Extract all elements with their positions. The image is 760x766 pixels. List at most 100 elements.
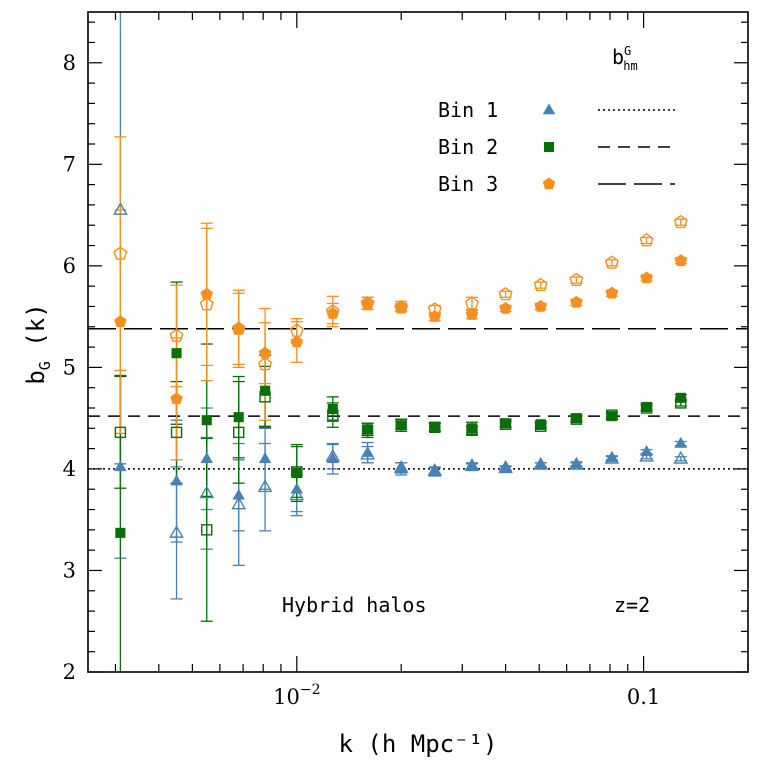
- y-tick-label: 6: [63, 254, 76, 278]
- bin-1-filled-point: [428, 465, 442, 477]
- y-tick-label: 7: [63, 152, 76, 176]
- bin-2-filled-point: [429, 422, 440, 433]
- bin-3-open-point: [673, 214, 688, 229]
- bin-3-open-point: [604, 255, 619, 269]
- bin-2-filled-point: [115, 527, 126, 538]
- bin-2-filled-point: [641, 401, 652, 413]
- annotation-redshift: z=2: [614, 593, 650, 617]
- bin-1-filled-point: [394, 462, 408, 474]
- bin-3-open-point: [639, 233, 654, 247]
- bin-3-filled-point: [428, 310, 442, 322]
- bin-3-filled-point: [534, 299, 547, 312]
- bin-3-filled-point: [170, 392, 183, 405]
- bin-2-filled-point: [171, 348, 182, 359]
- bin-3-filled-point: [232, 322, 245, 335]
- bin-2-open-point: [170, 426, 183, 439]
- bin-1-open-point: [289, 487, 305, 501]
- legend-header-sub: hm: [623, 59, 637, 73]
- bin-3-open-point: [569, 272, 584, 287]
- bin-1-open-point: [257, 479, 273, 493]
- y-tick-label: 2: [63, 660, 76, 684]
- bin-3-filled-point: [114, 315, 127, 328]
- x-tick-label-base: 10: [273, 685, 300, 709]
- bin-2-filled-point: [606, 411, 617, 422]
- axes: 2 3 4 5 6 7 8 10−2 0.1: [63, 11, 749, 709]
- bin-1-open-point: [113, 202, 128, 215]
- bin-2-filled-point: [535, 419, 546, 430]
- bin-1-filled-point: [170, 474, 183, 486]
- bin-3-filled-point: [640, 271, 653, 284]
- bin-1-open-point: [169, 524, 184, 538]
- bin-3-open-point: [258, 356, 273, 371]
- legend-marker-bin-3: [542, 177, 556, 190]
- bin-3-filled-point: [326, 307, 340, 319]
- plot-frame: [87, 11, 749, 673]
- bin-2-filled-point: [571, 413, 582, 424]
- bin-2-filled-point: [466, 423, 478, 434]
- bin-1-open-point: [199, 485, 215, 499]
- bin-3-filled-point: [394, 299, 408, 312]
- bin-2-filled-point: [675, 392, 686, 403]
- bin-2-open-point: [114, 426, 127, 439]
- bin-1-filled-point: [570, 457, 583, 469]
- x-tick-label-base: 0.1: [627, 685, 660, 709]
- legend-label-bin-1: Bin 1: [438, 98, 498, 122]
- bin-2-filled-point: [500, 418, 511, 429]
- bin-3-filled-point: [290, 335, 304, 348]
- x-tick-label-exponent: −2: [300, 682, 321, 698]
- bin-3-filled-point: [605, 286, 619, 299]
- bin-3-filled-point: [570, 295, 583, 308]
- legend-header: bG hm: [612, 44, 638, 73]
- legend: bG hm Bin 1 Bin 2 Bin 3: [438, 44, 675, 196]
- bin-2-filled-point: [362, 424, 373, 435]
- bin-2-filled-point: [233, 412, 244, 423]
- bin-2-filled-point: [396, 420, 407, 431]
- legend-header-sup: G: [624, 44, 631, 58]
- x-tick-label: 0.1: [627, 685, 660, 709]
- y-axis-label-sub: G: [36, 361, 54, 370]
- y-tick-label: 5: [63, 355, 76, 379]
- bin-1-filled-point: [290, 482, 304, 494]
- x-axis-label: k (h Mpc⁻¹): [339, 730, 498, 758]
- y-tick-label: 3: [63, 558, 76, 582]
- bin-3-filled-point: [465, 308, 479, 320]
- bin-1-filled-point: [361, 446, 374, 457]
- bin-1-filled-point: [499, 462, 512, 474]
- bin-2-open-point: [233, 426, 245, 439]
- bin-3-open-point: [533, 277, 548, 292]
- y-axis-label-tail: (k): [22, 303, 50, 361]
- bin-1-filled-point: [258, 452, 272, 464]
- bin-1-filled-point: [640, 445, 653, 456]
- annotation-hybrid-halos: Hybrid halos: [282, 593, 427, 617]
- reference-lines: [88, 328, 748, 470]
- bin-2-filled-point: [291, 467, 302, 479]
- bin-1-open-point: [673, 450, 689, 464]
- y-tick-label: 8: [63, 51, 76, 75]
- legend-header-main: b: [612, 45, 624, 69]
- bin-3-filled-point: [499, 301, 512, 314]
- bin-3-filled-point: [674, 254, 688, 267]
- bin-1-filled-point: [605, 451, 619, 463]
- bin-3-open-point: [113, 246, 128, 260]
- bin-2-filled-point: [201, 415, 212, 426]
- bin-1-filled-point: [326, 452, 340, 464]
- bin-2-filled-point: [327, 403, 338, 415]
- y-axis-label-main: b: [22, 370, 50, 384]
- y-axis-label: bG (k): [22, 303, 54, 384]
- bin-3-open-point: [169, 328, 184, 342]
- bin-3-open-point: [498, 286, 513, 301]
- bin-1-open-point: [231, 496, 247, 510]
- x-tick-label: 10−2: [273, 682, 320, 709]
- bin-1-filled-point: [465, 460, 479, 472]
- bin-1-filled-point: [232, 488, 245, 500]
- error-bars: [114, 12, 687, 672]
- legend-label-bin-2: Bin 2: [438, 135, 498, 159]
- bin-1-filled-point: [114, 460, 127, 472]
- y-tick-label: 4: [63, 457, 76, 481]
- bin-3-filled-point: [361, 296, 374, 309]
- bin-2-open-point: [201, 524, 213, 536]
- bin-3-filled-point: [200, 287, 213, 300]
- bin-2-filled-point: [260, 385, 271, 396]
- legend-marker-bin-1: [542, 103, 556, 115]
